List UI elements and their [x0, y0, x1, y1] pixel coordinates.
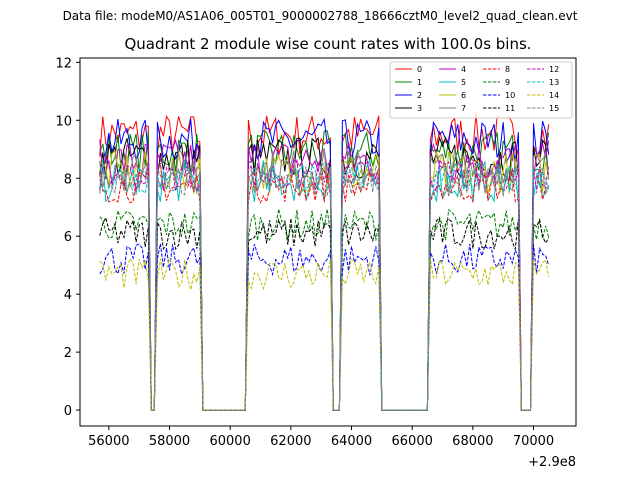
legend-label-14: 14	[549, 91, 559, 100]
legend-label-9: 9	[505, 78, 510, 87]
legend-label-6: 6	[461, 91, 466, 100]
x-axis: 56000 58000 60000 62000 64000 66000 68000 70000	[88, 426, 554, 449]
series-line-11	[99, 216, 550, 411]
y-tick-label: 2	[64, 346, 72, 361]
y-tick-label: 0	[64, 404, 72, 419]
series-line-12	[99, 158, 550, 411]
series-line-0	[99, 113, 550, 411]
series-line-3	[99, 135, 550, 411]
legend-label-11: 11	[505, 104, 515, 113]
x-tick-label: 64000	[331, 434, 372, 449]
x-tick-label: 68000	[452, 434, 493, 449]
legend-label-7: 7	[461, 104, 466, 113]
x-tick-label: 62000	[270, 434, 311, 449]
series-line-8	[99, 170, 549, 411]
legend-label-12: 12	[549, 65, 559, 74]
legend-label-1: 1	[417, 78, 422, 87]
legend-frame	[389, 61, 573, 119]
chart-title: Quadrant 2 module wise count rates with …	[124, 35, 531, 53]
legend-label-8: 8	[505, 65, 510, 74]
legend-label-4: 4	[461, 65, 466, 74]
legend-label-0: 0	[417, 65, 422, 74]
series-line-14	[99, 257, 550, 411]
y-axis: 0 2 4 6 8 10 12	[55, 56, 80, 419]
series-line-15	[99, 164, 550, 411]
x-tick-label: 70000	[513, 434, 554, 449]
x-tick-label: 58000	[149, 434, 190, 449]
series-line-7	[99, 147, 550, 411]
legend-label-2: 2	[417, 91, 422, 100]
y-tick-label: 6	[64, 230, 72, 245]
y-tick-label: 8	[64, 172, 72, 187]
y-tick-label: 10	[55, 114, 72, 129]
series-layer	[99, 113, 550, 411]
x-tick-label: 66000	[392, 434, 433, 449]
series-line-13	[99, 161, 550, 411]
y-tick-label: 4	[64, 288, 72, 303]
x-tick-label: 60000	[209, 434, 250, 449]
legend-label-15: 15	[549, 104, 559, 113]
legend-label-5: 5	[461, 78, 466, 87]
series-line-9	[99, 208, 550, 411]
y-tick-label: 12	[55, 56, 72, 71]
series-line-5	[99, 158, 550, 411]
legend-label-13: 13	[549, 78, 559, 87]
x-tick-label: 56000	[88, 434, 129, 449]
legend-label-3: 3	[417, 104, 422, 113]
legend-label-10: 10	[505, 91, 515, 100]
series-line-10	[99, 243, 550, 411]
data-file-label: Data file: modeM0/AS1A06_005T01_90000027…	[63, 9, 578, 23]
x-offset-label: +2.9e8	[528, 455, 576, 470]
plot-frame	[79, 57, 577, 427]
